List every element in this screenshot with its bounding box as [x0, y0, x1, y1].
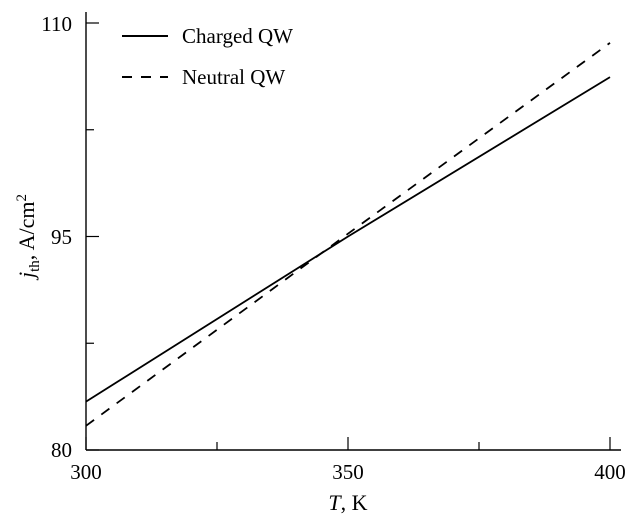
series-group [85, 42, 611, 427]
x-tick-label-350: 350 [332, 460, 364, 484]
legend-label-neutral: Neutral QW [182, 65, 285, 89]
y-axis-subscript: th [27, 260, 43, 272]
tick-labels: 300 350 400 80 95 110 [41, 12, 625, 484]
y-tick-label-110: 110 [41, 12, 72, 36]
legend-label-charged: Charged QW [182, 24, 293, 48]
series-line-charged [85, 76, 611, 403]
x-axis-label: T, K [328, 490, 367, 515]
y-axis-unit: , A/cm [14, 202, 39, 261]
y-axis-symbol: j [14, 272, 39, 281]
y-axis-label: jth, A/cm2 [14, 194, 43, 281]
x-axis-unit: , K [341, 490, 368, 515]
legend: Charged QW Neutral QW [122, 24, 293, 89]
series-line-neutral [85, 42, 611, 427]
axes [85, 12, 621, 451]
ticks [85, 22, 611, 451]
x-tick-label-400: 400 [594, 460, 626, 484]
y-tick-label-95: 95 [51, 225, 72, 249]
y-tick-label-80: 80 [51, 438, 72, 462]
x-tick-label-300: 300 [70, 460, 102, 484]
y-axis-unit-superscript: 2 [14, 194, 30, 202]
x-axis-symbol: T [328, 490, 342, 515]
